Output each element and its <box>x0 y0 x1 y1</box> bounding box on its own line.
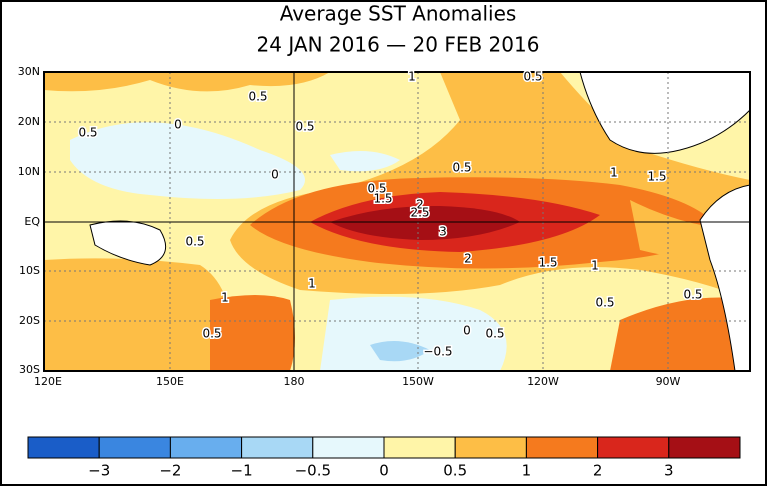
contour-label: 0.5 <box>485 327 504 341</box>
contour-label: 1 <box>591 259 599 273</box>
contour-label: 0.5 <box>295 120 314 134</box>
lon-label: 120E <box>34 375 62 388</box>
contour-label: 0.5 <box>248 90 267 104</box>
lon-label: 180 <box>284 375 305 388</box>
contour-label: 0 <box>174 118 182 132</box>
colorbar-cell <box>668 436 741 459</box>
land <box>89 220 167 266</box>
lat-label: 30N <box>18 65 40 78</box>
contour-label: 3 <box>439 225 447 239</box>
contour-label: 0.5 <box>78 126 97 140</box>
colorbar-label: −3 <box>88 462 110 480</box>
anomaly-area <box>370 341 430 362</box>
colorbar-label: −2 <box>159 462 181 480</box>
lat-label: 30S <box>19 363 40 376</box>
contour-label: 0.5 <box>202 327 221 341</box>
anomaly-area <box>610 297 750 371</box>
colorbar-cell <box>597 436 670 459</box>
anomaly-area <box>210 295 295 371</box>
contour-label: 1 <box>221 291 229 305</box>
colorbar-cell <box>525 436 599 459</box>
anomaly-area <box>320 296 507 371</box>
colorbar-cell <box>312 436 385 459</box>
contour-label: 0.5 <box>595 296 614 310</box>
map-border <box>43 71 751 372</box>
land <box>579 72 750 154</box>
subtitle: 24 JAN 2016 — 20 FEB 2016 <box>257 33 540 57</box>
colorbar-label: 0 <box>379 462 389 480</box>
contour-label: 0 <box>463 324 471 338</box>
colorbar-cell <box>27 436 100 459</box>
lon-label: 150E <box>156 375 184 388</box>
colorbar-cell <box>383 436 456 459</box>
contour-label: 0.5 <box>367 182 386 196</box>
colorbar-cell <box>98 436 171 459</box>
contour-label: 1.5 <box>647 170 666 184</box>
contour-label: 2 <box>464 252 472 266</box>
contour-label: 1.5 <box>373 192 392 206</box>
lat-label: 20S <box>19 314 40 327</box>
lat-label: 20N <box>18 115 40 128</box>
lon-label: 120W <box>527 375 559 388</box>
contour-label: 0.5 <box>185 235 204 249</box>
colorbar-label: 1 <box>522 462 532 480</box>
map <box>44 72 750 371</box>
lon-label: 90W <box>656 375 681 388</box>
contour-label: 2.5 <box>410 206 429 220</box>
contour-label: 1 <box>408 70 416 84</box>
contour-label: 0 <box>271 168 279 182</box>
colorbar-label: 3 <box>664 462 674 480</box>
lat-label: 10S <box>19 264 40 277</box>
anomaly-area <box>330 205 520 240</box>
contour-label: 2 <box>416 198 424 212</box>
colorbar-cell <box>241 436 314 459</box>
anomaly-area <box>70 122 305 199</box>
lat-label: 10N <box>18 165 40 178</box>
colorbar-label: 2 <box>593 462 603 480</box>
colorbar-cell <box>169 436 243 459</box>
contour-label: 1.5 <box>538 256 557 270</box>
contour-label: 0.5 <box>523 70 542 84</box>
contour-label: 0.5 <box>683 288 702 302</box>
colorbar-label: 0.5 <box>443 462 467 480</box>
colorbar-label: −1 <box>231 462 253 480</box>
colorbar-cell <box>454 436 527 459</box>
contour-label: 1 <box>610 166 618 180</box>
lat-label: EQ <box>24 215 40 228</box>
contour-label: −0.5 <box>423 345 452 359</box>
anomaly-area <box>44 258 232 371</box>
colorbar: −3 −2 −1 −0.5 0 0.5 1 2 3 <box>27 436 741 480</box>
lon-label: 150W <box>402 375 434 388</box>
colorbar-label: −0.5 <box>295 462 331 480</box>
title: Average SST Anomalies <box>280 2 517 26</box>
contour-label: 0.5 <box>452 161 471 175</box>
anomaly-area <box>330 151 400 172</box>
anomaly-area <box>44 72 330 92</box>
contour-label: 1 <box>308 277 316 291</box>
